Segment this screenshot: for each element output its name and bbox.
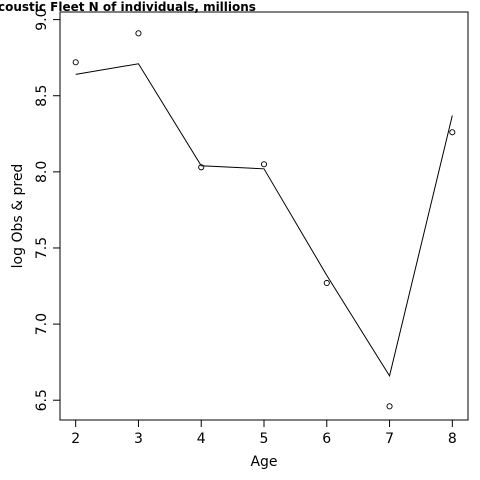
observed-point [135,30,142,37]
observed-series [72,30,456,410]
y-tick-label: 7.5 [34,237,50,259]
x-tick-label: 3 [134,431,143,447]
x-tick-label: 6 [322,431,331,447]
observed-point [323,279,330,287]
plot-frame [59,11,469,421]
y-tick-label: 9.0 [34,8,50,30]
predicted-line [75,63,453,378]
x-axis-title: Age [250,454,277,470]
x-tick-label: 4 [197,431,206,447]
y-tick-label: 7.0 [34,313,50,335]
observed-point [449,129,456,136]
y-axis-title: log Obs & pred [10,164,26,269]
chart-title: coustic Fleet N of individuals, millions [0,0,256,14]
x-tick-label: 7 [385,431,394,447]
observed-point [198,164,205,171]
observed-point [260,161,268,168]
y-tick-label: 6.5 [34,389,50,411]
observed-point [386,403,393,410]
x-axis: 2 3 4 5 6 7 8 [71,419,457,447]
predicted-series [75,63,453,378]
x-tick-label: 5 [260,431,269,447]
x-tick-label: 8 [448,431,457,447]
x-tick-label: 2 [71,431,80,447]
y-axis: 6.5 7.0 7.5 8.0 8.5 9.0 [34,8,61,411]
y-tick-label: 8.5 [34,85,50,107]
y-tick-label: 8.0 [34,161,50,183]
observed-point [72,59,79,66]
